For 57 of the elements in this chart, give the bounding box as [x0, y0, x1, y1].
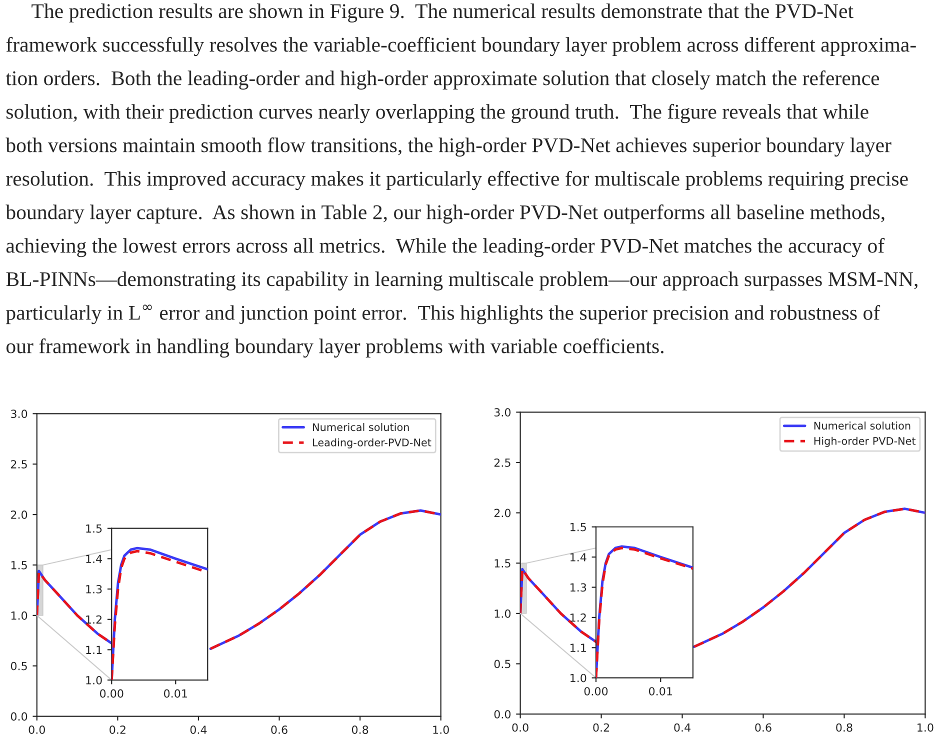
- x-tick-label: 0.01: [164, 689, 187, 698]
- y-tick-label: 1.5: [494, 559, 510, 568]
- y-tick-label: 1.2: [570, 613, 586, 622]
- y-tick-label: 2.0: [494, 508, 511, 518]
- x-tick-label: 0.4: [674, 723, 690, 732]
- text: our framework in handling boundary layer problems with variable coefficients.: [6, 338, 664, 358]
- legend-label: Numerical solution: [313, 423, 409, 432]
- x-tick-label: 0.6: [755, 723, 772, 732]
- y-tick-label: 0.0: [494, 710, 511, 718]
- x-tick-label: 0.8: [352, 726, 368, 734]
- y-tick-label: 1.1: [86, 646, 102, 654]
- y-tick-label: 1.4: [570, 553, 586, 562]
- y-tick-label: 1.0: [494, 609, 511, 618]
- y-tick-label: 1.5: [11, 561, 27, 570]
- x-tick-label: 0.2: [110, 726, 126, 734]
- y-tick-label: 3.0: [494, 408, 511, 417]
- x-tick-label: 0.0: [28, 726, 45, 734]
- y-tick-label: 1.5: [570, 523, 586, 532]
- x-tick-label: 0.2: [593, 723, 609, 732]
- x-tick-label: 0.8: [836, 723, 852, 732]
- y-tick-label: 0.0: [10, 712, 28, 721]
- y-tick-label: 1.2: [86, 615, 102, 624]
- y-tick-label: 1.5: [86, 524, 102, 533]
- x-tick-label: 1.0: [433, 726, 449, 734]
- x-tick-label: 0.4: [190, 726, 207, 734]
- text: resolution. This improved accuracy makes it particularly effective for multiscale problems requiring precise: [6, 170, 908, 190]
- legend-label: Numerical solution: [814, 422, 910, 430]
- x-tick-label: 0.00: [100, 689, 124, 698]
- legend-label: High-order PVD-Net: [814, 436, 916, 447]
- y-tick-label: 1.0: [570, 674, 586, 682]
- x-tick-label: 0.01: [648, 687, 672, 696]
- legend-label: Leading-order-PVD-Net: [313, 438, 432, 448]
- y-tick-label: 1.1: [570, 644, 586, 652]
- x-tick-label: 0.0: [512, 723, 528, 732]
- text: framework successfully resolves the variable-coefficient boundary layer problem across different approxima-: [6, 36, 916, 56]
- text: tion orders. Both the leading-order and high-order approximate solution that closely match the reference: [6, 70, 880, 90]
- y-tick-label: 1.0: [86, 676, 102, 684]
- y-tick-label: 0.5: [494, 660, 510, 668]
- text: boundary layer capture. As shown in Table 2, our high-order PVD-Net outperforms all baseline methods,: [6, 204, 884, 224]
- text: particularly in L$^{∞}$ error and junction point error. This highlights the superior precision and robustness of: [6, 304, 880, 324]
- text: solution, with their prediction curves nearly overlapping the ground truth. The figure reveals that while: [6, 104, 868, 124]
- text: achieving the lowest errors across all metrics. While the leading-order PVD-Net matches the accuracy of: [6, 238, 885, 258]
- x-tick-label: 0.00: [584, 687, 608, 696]
- x-tick-label: 0.6: [271, 726, 288, 734]
- y-tick-label: 2.0: [11, 510, 28, 519]
- y-tick-label: 0.5: [10, 662, 27, 670]
- text: BL-PINNs—demonstrating its capability in learning multiscale problem—our approach surpasses MSM-NN,: [6, 272, 918, 290]
- y-tick-label: 3.0: [11, 410, 28, 418]
- y-tick-label: 1.3: [570, 583, 586, 592]
- y-tick-label: 1.3: [86, 585, 102, 594]
- text: The prediction results are shown in Figure 9. The numerical results demonstrate that the PVD-Net: [32, 4, 854, 22]
- y-tick-label: 1.0: [11, 611, 28, 620]
- y-tick-label: 1.4: [86, 554, 102, 563]
- x-tick-label: 1.0: [918, 723, 934, 732]
- text: both versions maintain smooth flow transitions, the high-order PVD-Net achieves superior boundary layer: [6, 137, 892, 157]
- y-tick-label: 2.5: [11, 460, 27, 468]
- y-tick-label: 2.5: [494, 458, 510, 467]
